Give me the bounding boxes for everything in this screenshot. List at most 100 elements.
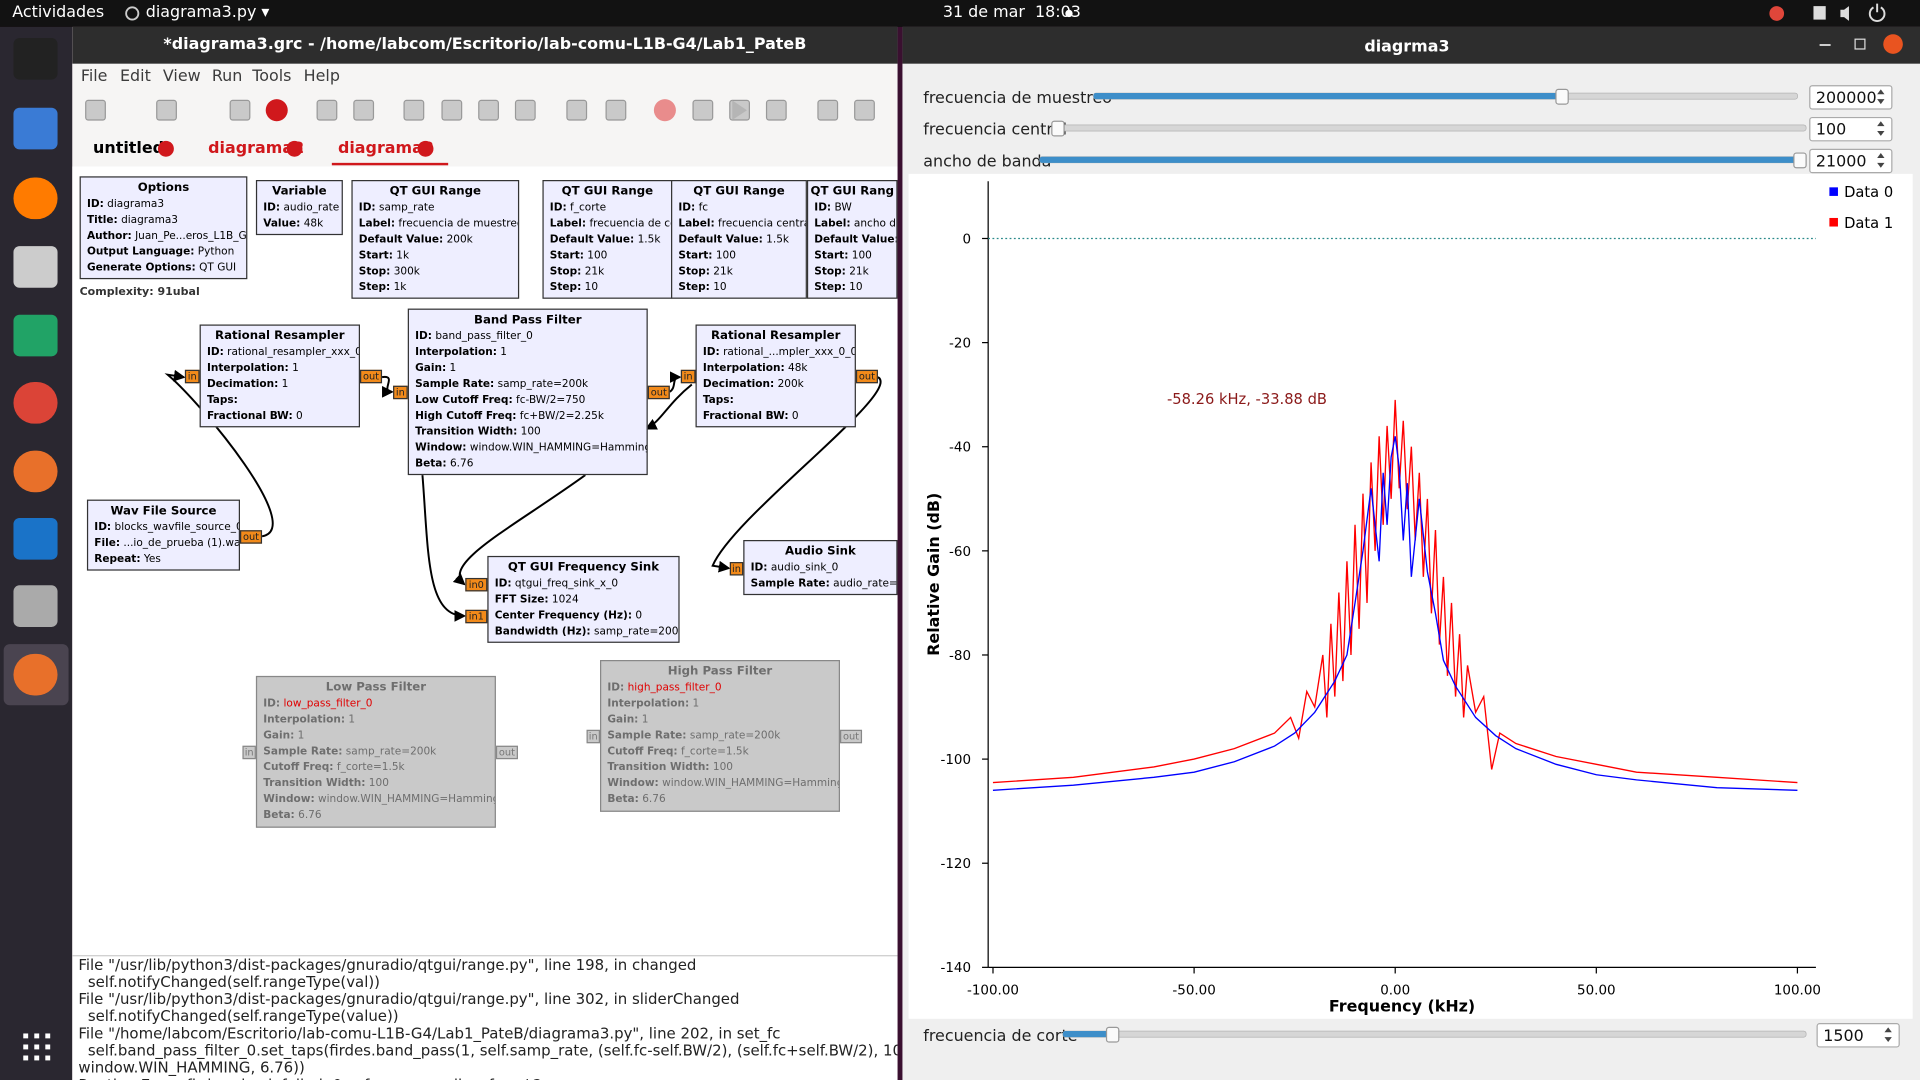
connection [452, 474, 586, 586]
block-param: Gain: 1 [409, 361, 647, 377]
param-value: BW [834, 202, 852, 215]
param-value: 21k [713, 265, 733, 278]
update-icon [1769, 6, 1785, 21]
tab-close[interactable] [157, 140, 174, 157]
legend-label[interactable]: Data 1 [1844, 215, 1893, 232]
slider-handle[interactable] [1555, 88, 1569, 105]
spinbox-value: 1500 [1823, 1026, 1863, 1045]
param-value: f_corte [570, 202, 607, 215]
spinbox[interactable] [1809, 85, 1893, 110]
param-label: Stop: [814, 265, 846, 278]
block[interactable]: High Pass Filter ID: high_pass_filter_0 In… [600, 660, 840, 812]
block-param: ID: diagrama3 [81, 197, 246, 213]
param-value: 1 [641, 713, 649, 727]
param-label: Taps: [702, 394, 734, 407]
block[interactable]: Rational Resampler ID: rational_...mpler_… [695, 324, 856, 428]
app-menu[interactable]: diagrama3.py ▾ [145, 3, 270, 23]
param-label: Sample Rate: [415, 378, 495, 391]
tab[interactable]: diagrama2 [208, 139, 305, 158]
param-label: ID: [263, 697, 281, 711]
spinbox[interactable] [1809, 116, 1893, 142]
block-param: Label: ancho de b [808, 217, 896, 233]
tab[interactable]: untitled [93, 139, 165, 158]
param-label: Low Cutoff Freq: [415, 394, 513, 407]
param-label: Interpolation: [415, 346, 497, 359]
block-param: Sample Rate: audio_rate=48 [744, 577, 897, 593]
param-value: Juan_Pe...eros_L1B_G4 [135, 230, 248, 243]
dock-icon-gnuradio [13, 450, 58, 493]
dock [0, 26, 73, 1080]
block[interactable]: QT GUI Range ID: f_corte Label: frecuencia… [542, 180, 673, 299]
activities-button[interactable]: Actividades [12, 3, 105, 23]
y-tick-label: -140 [940, 961, 971, 976]
slider-label: frecuencia central [923, 120, 1067, 139]
menu-item[interactable]: View [162, 67, 201, 86]
tab[interactable]: diagrama3 [337, 139, 434, 158]
port: in [393, 385, 408, 400]
menu-item[interactable]: Help [303, 67, 340, 86]
close-button[interactable] [1883, 34, 1903, 54]
slider-handle[interactable] [1051, 120, 1065, 137]
block[interactable]: Low Pass Filter ID: low_pass_filter_0 Inte… [255, 675, 496, 828]
param-value: qtgui_freq_sink_x_0 [514, 577, 619, 591]
block[interactable]: QT GUI Range ID: fc Label: frecuencia cent… [671, 180, 807, 299]
block-param: Value: 48k [257, 217, 341, 233]
slider-fill [1062, 1031, 1113, 1038]
block[interactable]: Variable ID: audio_rate Value: 48k [255, 180, 343, 236]
slider-fill [1039, 156, 1800, 163]
block[interactable]: QT GUI Range ID: samp_rate Label: frecuenc… [351, 180, 520, 299]
console-line: File "/usr/lib/python3/dist-packages/gnu… [78, 956, 697, 974]
block-param: Transition Width: 100 [601, 760, 839, 776]
port: out [360, 369, 383, 384]
param-label: Taps: [206, 394, 238, 407]
block-param: ID: samp_rate [353, 201, 518, 217]
slider-label: frecuencia de corte [923, 1026, 1077, 1045]
param-label: Output Language: [86, 246, 195, 259]
spinbox-value: 100 [1816, 120, 1846, 139]
param-label: Interpolation: [702, 362, 785, 375]
spinbox[interactable] [1816, 1023, 1900, 1048]
block-title: QT GUI Rang [810, 184, 894, 199]
port: in [184, 369, 200, 384]
param-label: Beta: [263, 809, 295, 822]
param-label: High Cutoff Freq: [415, 410, 517, 423]
legend-label[interactable]: Data 0 [1844, 184, 1893, 201]
menu-item[interactable]: File [80, 67, 108, 86]
block[interactable]: Audio Sink ID: audio_sink_0 Sample Rate: a… [743, 540, 898, 596]
param-label: Default Value: [678, 233, 763, 247]
block-param: Beta: 6.76 [601, 792, 839, 808]
dock-icons [3, 37, 69, 1061]
complexity: Complexity: 91ubal [79, 286, 200, 299]
block-title: Low Pass Filter [325, 680, 427, 695]
spinbox[interactable] [1809, 148, 1893, 174]
block-param: Default Value: 1.5k [544, 233, 671, 249]
connection [164, 369, 274, 538]
minimize-button[interactable] [1819, 44, 1831, 46]
param-value: window.WIN_HAMMING=Hamming [318, 793, 496, 806]
menu-item[interactable]: Edit [120, 67, 151, 86]
block[interactable]: Wav File Source ID: blocks_wavfile_source… [86, 499, 240, 571]
block[interactable]: QT GUI Frequency Sink ID: qtgui_freq_sink… [487, 555, 680, 643]
param-label: ID: [814, 202, 832, 215]
slider-handle[interactable] [1793, 152, 1807, 169]
block-param: Decimation: 1 [201, 377, 359, 393]
connection [711, 376, 882, 573]
block-param: Transition Width: 100 [409, 425, 647, 441]
port: in0 [465, 577, 488, 592]
dock-icon-screenshot [13, 107, 58, 150]
tab-close[interactable] [286, 140, 303, 157]
tab-close[interactable] [417, 140, 434, 157]
block[interactable]: Rational Resampler ID: rational_resampler… [199, 324, 360, 428]
clock[interactable]: 31 de mar 18:03 [942, 3, 1081, 23]
param-label: Interpolation: [263, 713, 346, 727]
maximize-button[interactable] [1854, 38, 1866, 50]
param-value: 48k [788, 362, 808, 375]
menu-item[interactable]: Run [211, 67, 243, 86]
param-value: Yes [143, 553, 161, 566]
block[interactable]: Band Pass Filter ID: band_pass_filter_0 In… [407, 308, 648, 476]
slider-handle[interactable] [1105, 1026, 1120, 1043]
block[interactable]: Options ID: diagrama3 Title: diagrama3 Auth… [79, 176, 248, 280]
menu-item[interactable]: Tools [252, 67, 292, 86]
param-label: Title: [86, 214, 118, 227]
